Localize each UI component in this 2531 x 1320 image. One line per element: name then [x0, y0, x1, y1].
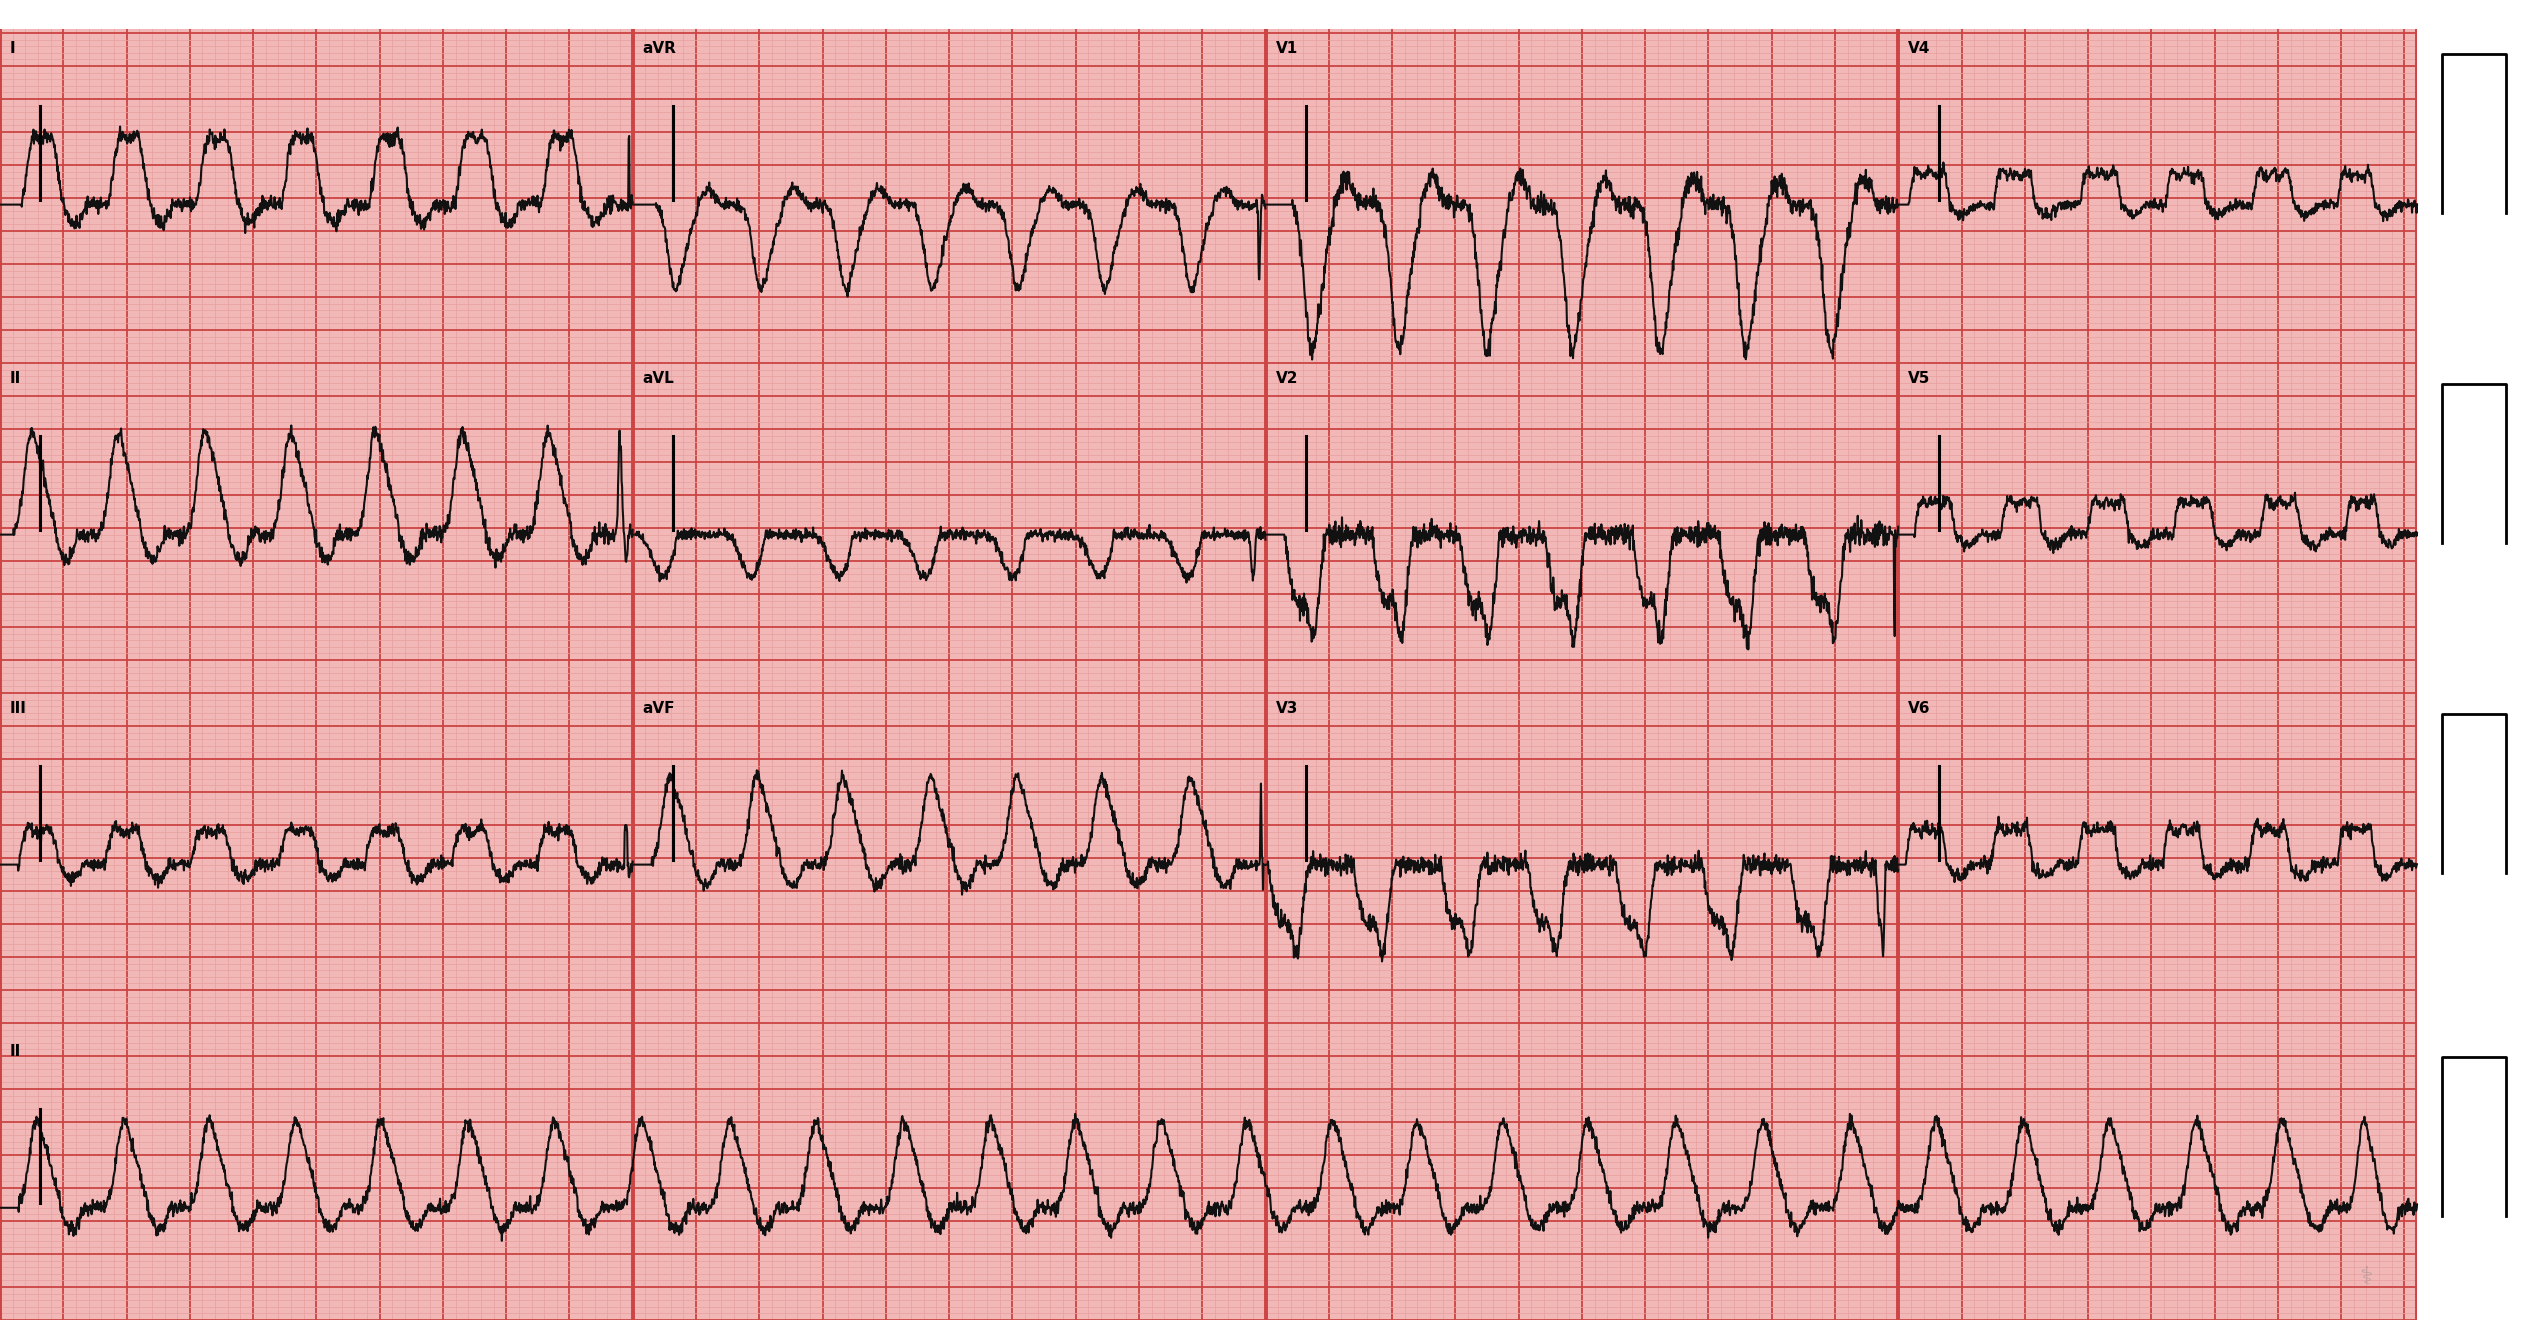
- Text: V6: V6: [1908, 701, 1931, 715]
- Text: II: II: [10, 1044, 20, 1059]
- Text: V3: V3: [1276, 701, 1298, 715]
- Text: aVF: aVF: [643, 701, 676, 715]
- Text: V2: V2: [1276, 371, 1298, 385]
- Text: II: II: [10, 371, 20, 385]
- Text: V1: V1: [1276, 41, 1298, 55]
- Text: V4: V4: [1908, 41, 1931, 55]
- Text: I: I: [10, 41, 15, 55]
- Bar: [0, 0, 2531, 29]
- Text: aVL: aVL: [643, 371, 676, 385]
- Bar: [2417, 0, 2531, 1320]
- Text: V5: V5: [1908, 371, 1931, 385]
- Text: aVR: aVR: [643, 41, 676, 55]
- Text: ⚕: ⚕: [2359, 1266, 2374, 1290]
- Text: III: III: [10, 701, 28, 715]
